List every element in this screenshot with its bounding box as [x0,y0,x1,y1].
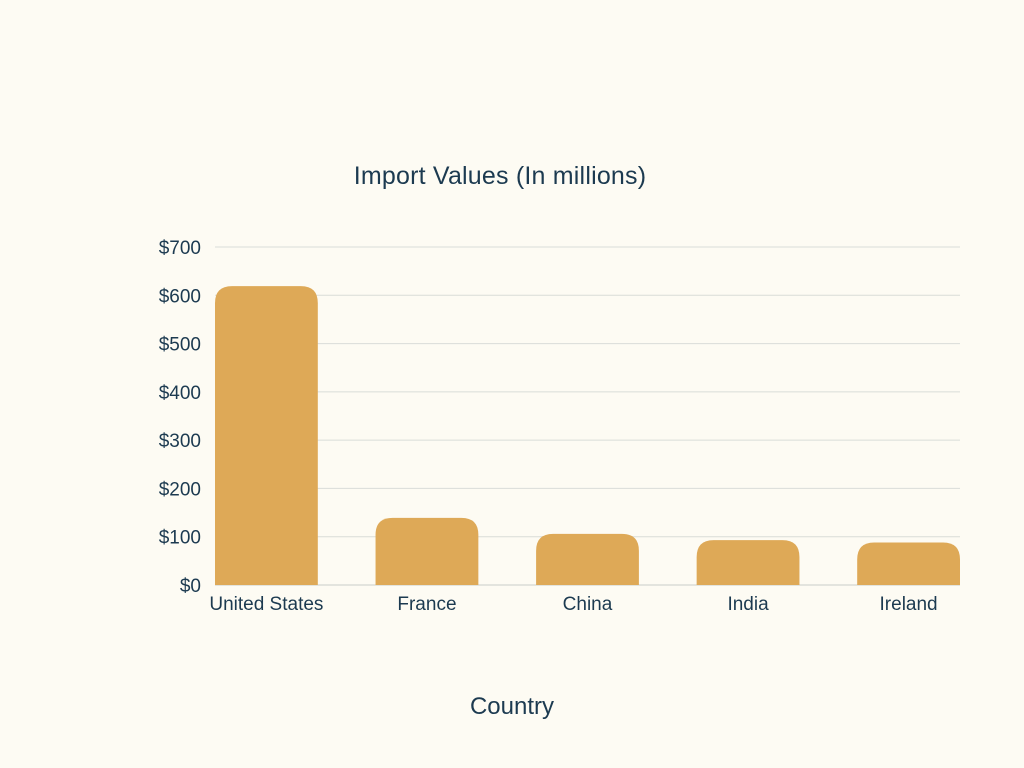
y-tick-label: $0 [180,576,201,597]
bar-ireland [857,542,960,585]
y-tick-label: $700 [159,238,201,259]
x-tick-label: United States [209,594,323,615]
chart-title: Import Values (In millions) [353,162,647,190]
x-axis-ticks: United States France China India Ireland [209,594,937,615]
x-tick-label: China [563,594,613,615]
y-axis-ticks: $0 $100 $200 $300 $400 $500 $600 $700 [159,238,201,597]
y-tick-label: $300 [159,431,201,452]
x-axis-title: Country [470,693,554,720]
x-tick-label: India [727,594,769,615]
y-tick-label: $100 [159,528,201,549]
x-tick-label: France [397,594,456,615]
bars [215,286,960,585]
bar-india [696,540,800,585]
bar-united-states [215,286,318,585]
bar-france [375,517,479,585]
x-tick-label: Ireland [880,594,938,615]
y-tick-label: $600 [159,286,201,307]
y-tick-label: $200 [159,479,201,500]
bar-china [536,533,639,585]
y-tick-label: $400 [159,383,201,404]
y-tick-label: $500 [159,335,201,356]
